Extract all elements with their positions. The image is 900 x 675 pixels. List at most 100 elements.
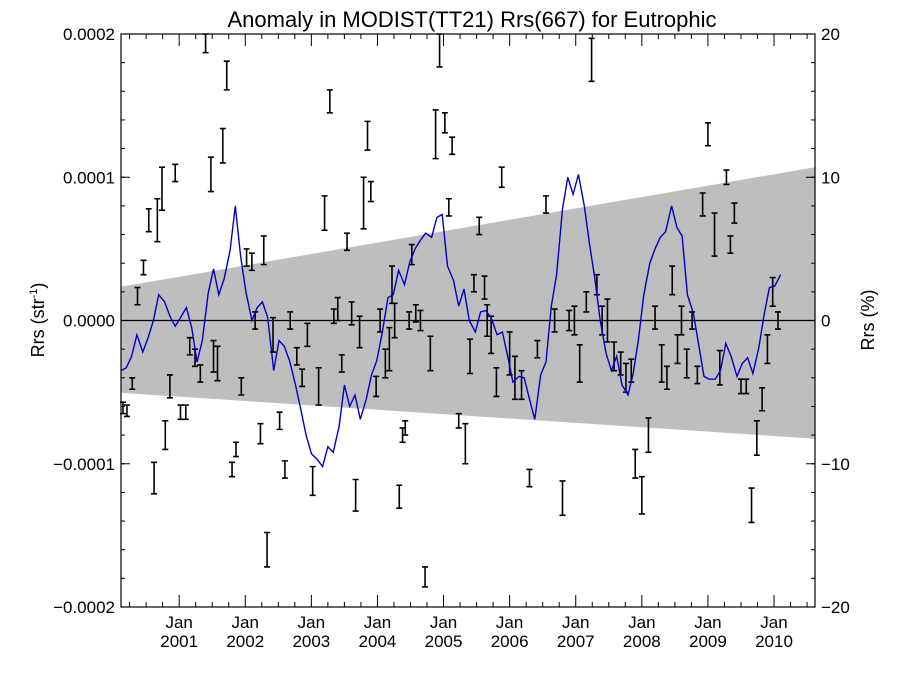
error-bar-73 bbox=[455, 412, 462, 429]
error-bar-62 bbox=[406, 311, 413, 330]
error-bar-49 bbox=[356, 315, 363, 349]
error-bar-58 bbox=[391, 302, 398, 339]
y-tick-label-1: −0.0001 bbox=[53, 455, 115, 474]
x-tick-year-0: 2001 bbox=[160, 632, 198, 651]
error-bar-35 bbox=[287, 311, 294, 330]
error-bar-21 bbox=[219, 127, 226, 164]
error-bar-70 bbox=[441, 111, 448, 134]
error-bar-7 bbox=[154, 197, 161, 243]
error-bar-2 bbox=[129, 377, 136, 391]
error-bar-91 bbox=[566, 309, 573, 332]
error-bar-115 bbox=[699, 192, 706, 217]
error-bar-22 bbox=[223, 60, 230, 91]
error-bar-127 bbox=[764, 334, 771, 365]
error-bar-116 bbox=[704, 122, 711, 147]
error-bar-80 bbox=[488, 315, 495, 355]
error-bar-84 bbox=[511, 355, 518, 401]
error-bar-77 bbox=[476, 216, 483, 236]
y-axis-title-close: ) bbox=[28, 283, 48, 289]
error-bar-59 bbox=[396, 484, 403, 509]
x-tick-year-3: 2004 bbox=[359, 632, 397, 651]
y-tick-label-4: 0.0002 bbox=[63, 25, 115, 44]
error-bar-106 bbox=[652, 305, 659, 330]
error-bar-10 bbox=[166, 374, 173, 399]
error-bar-128 bbox=[769, 276, 776, 307]
error-bar-76 bbox=[470, 273, 477, 293]
x-tick-month-7: Jan bbox=[628, 613, 655, 632]
axis-tick-labels: −0.0002 −0.0001 0.0000 0.0001 0.0002 −20 −10 0 1… bbox=[53, 25, 850, 651]
error-bar-66 bbox=[422, 566, 429, 588]
error-bar-108 bbox=[663, 365, 670, 391]
error-bar-47 bbox=[348, 301, 355, 326]
x-tick-year-2: 2003 bbox=[292, 632, 330, 651]
error-bar-25 bbox=[238, 377, 245, 396]
x-tick-month-5: Jan bbox=[496, 613, 523, 632]
y-axis-title-sup: -1 bbox=[28, 289, 40, 299]
error-bar-50 bbox=[360, 176, 367, 230]
error-bar-45 bbox=[338, 354, 345, 373]
error-bar-107 bbox=[658, 344, 665, 383]
error-bar-14 bbox=[186, 336, 193, 356]
error-bar-111 bbox=[678, 305, 685, 336]
error-bar-114 bbox=[694, 365, 701, 385]
error-bar-95 bbox=[588, 37, 595, 83]
error-bar-56 bbox=[386, 326, 393, 372]
error-bar-13 bbox=[182, 404, 189, 421]
error-bar-20 bbox=[214, 345, 221, 382]
x-tick-month-0: Jan bbox=[165, 613, 192, 632]
error-bar-119 bbox=[723, 169, 730, 186]
error-bar-3 bbox=[134, 286, 141, 306]
y2-axis-title: Rrs (%) bbox=[858, 290, 878, 351]
x-tick-month-9: Jan bbox=[760, 613, 787, 632]
x-tick-month-4: Jan bbox=[430, 613, 457, 632]
error-bar-1 bbox=[123, 404, 130, 418]
error-bar-18 bbox=[207, 156, 214, 193]
error-bar-72 bbox=[449, 136, 456, 156]
x-tick-year-1: 2002 bbox=[226, 632, 264, 651]
x-tick-month-2: Jan bbox=[298, 613, 325, 632]
error-bar-94 bbox=[583, 291, 590, 313]
x-tick-year-5: 2006 bbox=[491, 632, 529, 651]
error-bar-81 bbox=[493, 366, 500, 398]
chart-title: Anomaly in MODIST(TT21) Rrs(667) for Eut… bbox=[227, 7, 716, 32]
x-tick-month-6: Jan bbox=[562, 613, 589, 632]
error-bar-74 bbox=[462, 422, 469, 465]
y-tick-label-3: 0.0001 bbox=[63, 168, 115, 187]
x-tick-month-8: Jan bbox=[694, 613, 721, 632]
error-bar-79 bbox=[484, 303, 491, 338]
axis-ticks bbox=[121, 33, 815, 608]
error-bar-89 bbox=[551, 308, 558, 333]
error-bar-109 bbox=[669, 265, 676, 296]
error-bars bbox=[119, 33, 781, 588]
error-bar-17 bbox=[202, 33, 209, 54]
y-tick-label-0: −0.0002 bbox=[53, 598, 115, 617]
error-bar-120 bbox=[727, 235, 734, 254]
error-bar-36 bbox=[293, 346, 300, 366]
error-bar-124 bbox=[748, 487, 755, 524]
error-bar-67 bbox=[427, 335, 434, 372]
y-axis-title: Rrs (str-1) bbox=[28, 283, 48, 358]
error-bar-33 bbox=[276, 411, 283, 431]
y2-tick-label-3: 10 bbox=[821, 168, 840, 187]
error-bar-85 bbox=[518, 369, 525, 401]
x-tick-year-7: 2008 bbox=[623, 632, 661, 651]
error-bar-4 bbox=[140, 259, 147, 276]
error-bar-41 bbox=[321, 195, 328, 232]
error-bar-64 bbox=[412, 303, 419, 323]
y2-tick-label-4: 20 bbox=[821, 25, 840, 44]
error-bar-6 bbox=[151, 461, 158, 495]
x-tick-year-6: 2007 bbox=[557, 632, 595, 651]
x-tick-year-9: 2010 bbox=[755, 632, 793, 651]
error-bar-9 bbox=[162, 419, 169, 451]
error-bar-104 bbox=[638, 475, 645, 515]
y2-tick-label-2: 0 bbox=[821, 312, 830, 331]
error-bar-12 bbox=[177, 404, 184, 421]
error-bar-40 bbox=[315, 366, 322, 406]
error-bar-82 bbox=[498, 166, 505, 189]
error-bar-92 bbox=[571, 305, 578, 336]
error-bar-126 bbox=[759, 387, 766, 412]
x-tick-month-3: Jan bbox=[364, 613, 391, 632]
error-bar-31 bbox=[264, 531, 271, 568]
error-bar-19 bbox=[210, 339, 217, 373]
error-bar-117 bbox=[711, 212, 718, 257]
